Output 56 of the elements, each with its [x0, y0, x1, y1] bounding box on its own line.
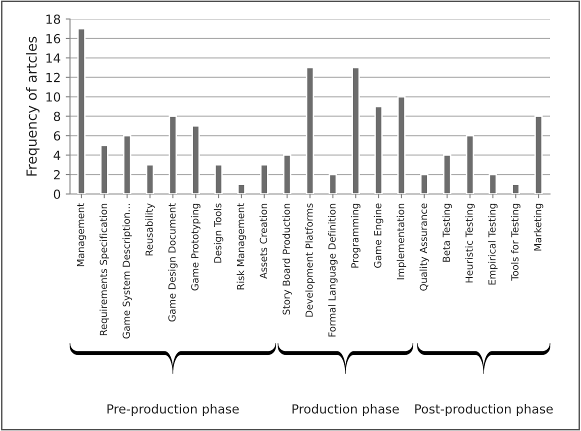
bar	[466, 134, 474, 194]
bar	[534, 116, 543, 194]
x-tick-label: Story Board Production	[282, 204, 292, 315]
y-tick-label: 4	[54, 150, 60, 160]
x-tick-label: Quality Assurance	[420, 204, 429, 291]
bar	[328, 174, 337, 194]
bar	[352, 66, 360, 194]
bar	[260, 164, 268, 194]
x-tick-label: Risk Management	[236, 203, 246, 290]
bar	[100, 144, 108, 194]
bar	[374, 106, 383, 194]
x-tick-label: Tools for Testing	[511, 204, 520, 281]
bar	[77, 28, 86, 194]
bar	[512, 184, 520, 194]
x-tick-label: Heuristic Testing	[465, 204, 475, 282]
bar	[420, 174, 428, 194]
bar	[443, 154, 452, 194]
y-axis-title: Frequency of artcles	[26, 36, 40, 176]
bar	[306, 66, 314, 194]
x-tick-label: Reusability	[145, 203, 155, 256]
y-tick-label: 16	[46, 34, 60, 44]
bar	[488, 174, 497, 194]
bar	[283, 154, 292, 194]
x-tick-label: Requirements Specification	[100, 204, 109, 336]
x-tick-label: Beta Testing	[442, 204, 452, 262]
y-tick-label: 0	[54, 189, 60, 199]
x-tick-label: Empirical Testing	[488, 204, 498, 285]
x-tick-label: Design Tools	[214, 204, 224, 263]
y-tick-label: 14	[46, 54, 60, 63]
y-tick-label: 10	[46, 92, 60, 102]
text: Post-production phase	[415, 404, 553, 416]
x-tick-label: Implementation	[396, 204, 406, 280]
bar	[168, 116, 177, 194]
bar	[397, 96, 406, 194]
x-tick-label: Programming	[351, 204, 360, 268]
text: Production phase	[292, 404, 399, 416]
y-tick-label: 8	[54, 112, 60, 122]
x-tick-label: Marketing	[534, 204, 544, 251]
bar	[123, 134, 132, 194]
x-tick-label: Assets Creation	[260, 204, 268, 279]
x-tick-label: Game Design Document	[168, 203, 178, 322]
text: Pre-production phase	[107, 404, 239, 416]
x-tick-label: Game Engine	[374, 204, 384, 268]
y-tick-label: 12	[46, 72, 60, 82]
x-tick-label: Game Prototyping	[191, 204, 200, 290]
bar	[214, 164, 223, 194]
x-tick-label: Formal Language Definition	[328, 204, 338, 336]
y-tick-label: 2	[54, 170, 60, 180]
x-tick-label: Development Platforms	[305, 204, 315, 317]
x-tick-label: Management	[77, 203, 86, 266]
bar	[237, 184, 246, 194]
x-tick-label: Game System Description...	[122, 204, 132, 338]
y-tick-label: 18	[46, 14, 60, 24]
bar	[146, 164, 154, 194]
y-tick-label: 6	[54, 131, 60, 141]
bar	[192, 125, 200, 194]
